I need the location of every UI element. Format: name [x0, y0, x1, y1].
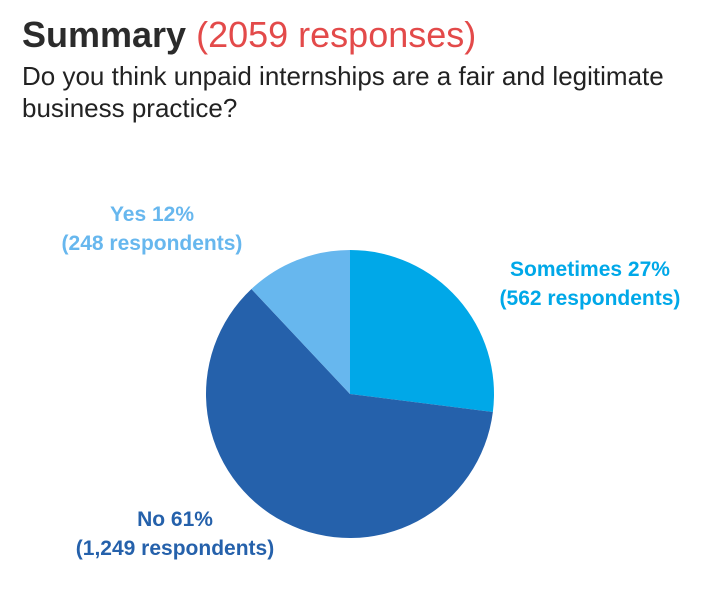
pie-label-yes-respondents: (248 respondents): [62, 232, 243, 255]
survey-question: Do you think unpaid internships are a fa…: [22, 61, 664, 123]
pie-label-yes: Yes 12% (248 respondents): [62, 203, 243, 255]
response-count: (2059 responses): [196, 14, 477, 55]
pie-label-sometimes-respondents: (562 respondents): [500, 287, 681, 310]
pie-slice-no: [205, 289, 493, 538]
pie-label-sometimes: Sometimes 27% (562 respondents): [500, 258, 681, 310]
pie-slices: [205, 250, 494, 538]
pie-slice-yes: [251, 250, 350, 394]
pie-slice-sometimes: [350, 250, 494, 413]
pie-label-yes-percent: Yes 12%: [110, 203, 194, 226]
pie-labels: Sometimes 27% (562 respondents) No 61% (1,2…: [62, 203, 681, 560]
pie-label-no-percent: No 61%: [137, 508, 213, 531]
summary-heading: Summary (2059 responses): [22, 14, 476, 56]
summary-title: Summary: [22, 14, 187, 55]
pie-label-no-respondents: (1,249 respondents): [76, 537, 274, 560]
pie-label-sometimes-percent: Sometimes 27%: [510, 258, 670, 281]
pie-label-no: No 61% (1,249 respondents): [76, 508, 274, 560]
